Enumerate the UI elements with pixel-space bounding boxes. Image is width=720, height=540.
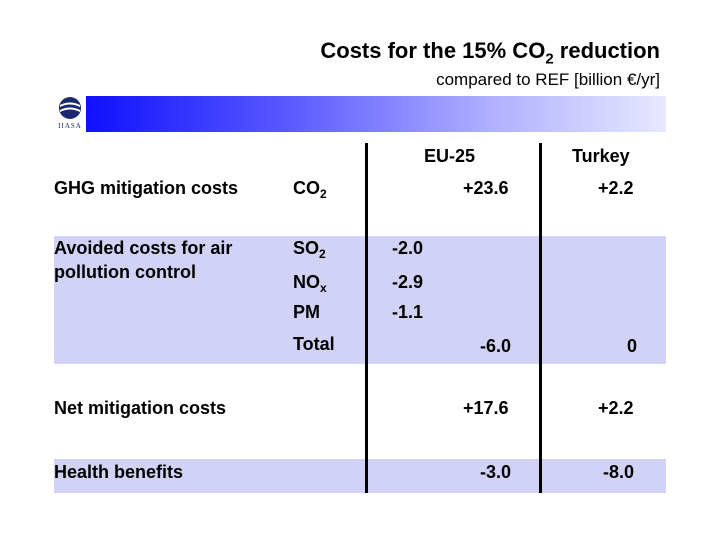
pm-value: -1.1 xyxy=(392,302,424,322)
total-label: Total xyxy=(293,334,335,354)
health-turkey-value: -8.0 xyxy=(603,462,635,482)
pollutant-pm: PM xyxy=(293,302,320,322)
ghg-eu25-value: +23.6 xyxy=(463,178,509,198)
nox-sub: x xyxy=(320,281,327,295)
ghg-turkey-value: +2.2 xyxy=(598,178,634,198)
title-prefix: Costs for the 15% CO xyxy=(320,38,546,63)
turkey-separator-line xyxy=(539,143,542,493)
pollutant-so2: SO2 xyxy=(293,236,326,260)
health-benefits-band xyxy=(54,459,666,493)
co2-main: CO xyxy=(293,178,320,198)
slide-title: Costs for the 15% CO2 reduction xyxy=(320,38,660,67)
row-label-avoided-line2: pollution control xyxy=(54,262,196,282)
pollutant-nox: NOx xyxy=(293,270,327,294)
so2-sub: 2 xyxy=(319,247,326,261)
net-turkey-value: +2.2 xyxy=(598,398,634,418)
so2-main: SO xyxy=(293,238,320,258)
pollutant-co2: CO2 xyxy=(293,176,327,200)
row-label-ghg: GHG mitigation costs xyxy=(54,178,239,198)
total-turkey-value: 0 xyxy=(627,336,638,356)
net-eu25-value: +17.6 xyxy=(463,398,509,418)
total-eu25-value: -6.0 xyxy=(480,336,512,356)
row-label-health: Health benefits xyxy=(54,462,184,482)
nox-main: NO xyxy=(293,272,320,292)
co2-sub: 2 xyxy=(320,187,327,201)
so2-value: -2.0 xyxy=(392,238,424,258)
title-subscript: 2 xyxy=(545,50,554,68)
title-suffix: reduction xyxy=(553,38,660,63)
avoided-costs-band xyxy=(54,236,666,364)
header-banner xyxy=(86,96,666,132)
row-label-net: Net mitigation costs xyxy=(54,398,227,418)
nox-value: -2.9 xyxy=(392,272,424,292)
eu25-separator-line xyxy=(365,143,368,493)
column-header-turkey: Turkey xyxy=(572,146,630,166)
row-label-avoided-line1: Avoided costs for air xyxy=(54,238,233,258)
iiasa-logo-icon: IIASA xyxy=(55,96,85,132)
slide-subtitle: compared to REF [billion €/yr] xyxy=(436,70,660,89)
column-header-eu25: EU-25 xyxy=(424,146,476,166)
health-eu25-value: -3.0 xyxy=(480,462,512,482)
logo-text: IIASA xyxy=(58,122,82,130)
